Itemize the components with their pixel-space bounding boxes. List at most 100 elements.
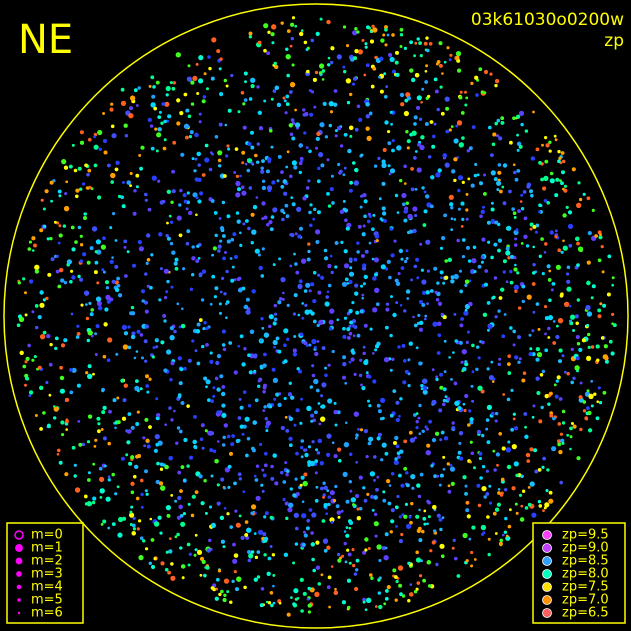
star [373, 479, 376, 482]
star [378, 197, 382, 201]
star [226, 434, 231, 439]
star [144, 489, 148, 493]
star [239, 334, 244, 339]
star [293, 293, 298, 298]
star [135, 104, 139, 107]
star [324, 135, 328, 139]
star [588, 428, 593, 433]
star [396, 211, 400, 214]
star [177, 394, 182, 399]
legend-marker [17, 598, 21, 602]
star [253, 353, 258, 358]
star [236, 187, 242, 192]
star [250, 84, 255, 89]
star [571, 422, 574, 425]
star [442, 468, 446, 471]
star [107, 475, 111, 479]
star [39, 228, 44, 233]
star [345, 78, 351, 84]
star [145, 492, 149, 496]
star [525, 244, 530, 248]
star [154, 521, 160, 527]
star [423, 317, 427, 321]
star [120, 100, 127, 106]
star [495, 452, 500, 457]
star [438, 517, 443, 522]
star [130, 490, 135, 495]
star [211, 152, 214, 156]
star [71, 247, 76, 252]
star [195, 329, 200, 334]
legend-marker [17, 611, 21, 615]
star [520, 193, 524, 197]
star [439, 270, 444, 275]
star [243, 98, 248, 102]
star [96, 281, 100, 285]
star [439, 64, 443, 68]
star [560, 250, 564, 254]
star [424, 314, 428, 318]
star [228, 341, 233, 345]
star [168, 406, 172, 410]
star [352, 82, 355, 86]
star [201, 344, 205, 349]
star [496, 502, 501, 507]
star [196, 322, 201, 327]
star [25, 356, 30, 361]
star [346, 44, 349, 48]
star [406, 297, 410, 300]
star [421, 303, 426, 307]
star [438, 408, 443, 413]
star [317, 273, 321, 277]
star [187, 358, 192, 363]
star [374, 534, 378, 538]
star [327, 495, 331, 499]
star [359, 309, 364, 314]
star [481, 486, 487, 492]
star [520, 474, 524, 478]
star [315, 146, 318, 150]
star [503, 530, 507, 534]
star [262, 179, 266, 183]
star [103, 464, 107, 468]
star [346, 222, 352, 228]
star [358, 117, 363, 122]
star [306, 526, 310, 531]
star [313, 378, 319, 385]
star [560, 292, 564, 297]
star [442, 281, 446, 285]
star [334, 423, 338, 427]
star [299, 421, 303, 425]
star [574, 365, 580, 371]
star [468, 301, 473, 307]
star [64, 472, 69, 477]
star [189, 287, 193, 291]
star [415, 412, 419, 415]
star [383, 602, 387, 606]
star [442, 387, 447, 392]
star [602, 390, 607, 395]
star [379, 89, 384, 94]
star [474, 163, 478, 166]
star [307, 242, 311, 246]
star [486, 301, 491, 305]
star [310, 531, 314, 535]
star [190, 102, 195, 106]
star [180, 465, 185, 469]
star [376, 403, 381, 408]
star [406, 139, 411, 144]
star [159, 200, 164, 205]
star [219, 92, 224, 97]
star [282, 96, 286, 100]
star [465, 193, 469, 196]
star [466, 245, 470, 250]
star [500, 477, 505, 482]
star [386, 302, 390, 306]
star [248, 553, 254, 559]
star [346, 548, 350, 552]
star [39, 385, 44, 390]
star [145, 438, 150, 443]
star [70, 269, 74, 273]
star [494, 220, 499, 225]
star [151, 175, 157, 181]
